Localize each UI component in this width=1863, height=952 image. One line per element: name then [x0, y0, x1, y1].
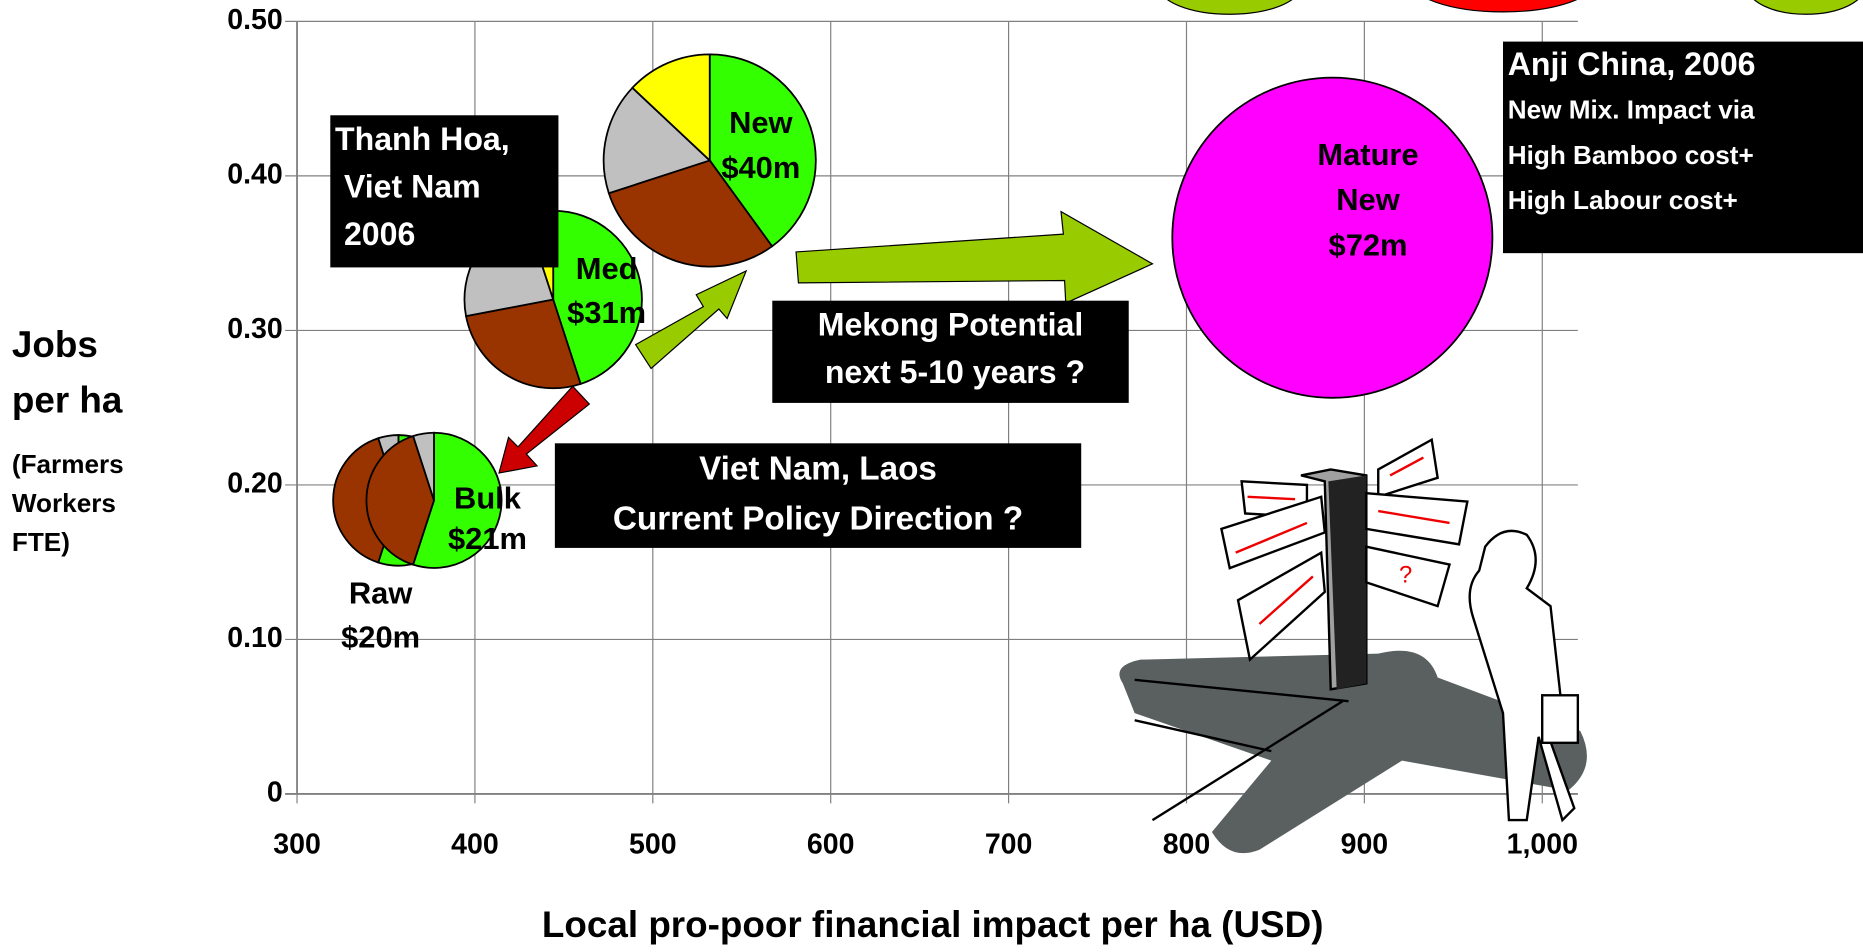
x-tick-label: 600 [807, 829, 855, 861]
pie-slice [602, 86, 712, 195]
bubble-label: $40m [721, 150, 800, 185]
bubble-label: Raw [349, 576, 413, 611]
bubble-label: Mature [1317, 137, 1418, 172]
annotation-box [772, 300, 1129, 403]
x-tick-label: 900 [1341, 829, 1389, 861]
bubble-label: $21m [448, 521, 527, 556]
annotation-text: Mekong Potential [818, 306, 1084, 342]
x-tick-label: 400 [451, 829, 499, 861]
bubble [365, 431, 503, 569]
bubble-label: $31m [567, 295, 646, 330]
annotations: Thanh Hoa, Viet Nam 2006 Mekong Potential… [330, 41, 1863, 548]
annotation-box [1502, 41, 1863, 254]
pie-slice [552, 209, 643, 386]
y-tick-label: 0.30 [227, 313, 282, 345]
annotation-text: Viet Nam [335, 168, 481, 204]
annotation-box [330, 115, 559, 268]
bubble-label: Bulk [454, 481, 522, 516]
y-tick-label: 0.40 [227, 158, 282, 190]
pie-slice [412, 431, 503, 569]
annotation-text: next 5-10 years ? [816, 354, 1085, 390]
axis-titles: 0 0.10 0.20 0.30 0.40 0.50 300 400 500 600 700 800 9… [12, 4, 1578, 945]
signpost-illustration: ? [1119, 437, 1587, 854]
y-axis-title: FTE) [12, 527, 70, 557]
bubble-label: $72m [1329, 227, 1408, 262]
x-axis-title: Local pro-poor financial impact per ha (… [542, 904, 1324, 945]
bubble [1171, 76, 1494, 399]
x-tick-label: 300 [273, 829, 321, 861]
x-tick-label: 1,000 [1507, 829, 1578, 861]
y-axis-title: Jobs [12, 324, 98, 365]
arrow [634, 269, 748, 370]
annotation-text: Viet Nam, Laos [699, 450, 937, 487]
bubble-label: New [1336, 182, 1400, 217]
arrow [498, 385, 591, 474]
cropped-shape [1428, 0, 1578, 13]
y-axis-title: Workers [12, 488, 116, 518]
pie-slice [1171, 76, 1494, 399]
cropped-shape [1166, 0, 1293, 15]
bubble-label: $20m [341, 620, 420, 655]
svg-text:?: ? [1399, 562, 1412, 589]
pie-slice [412, 431, 435, 501]
pie-slice [607, 159, 774, 268]
pie-slice [708, 53, 817, 248]
annotation-text: High Bamboo cost+ [1508, 140, 1754, 170]
bubble-label: Med [576, 251, 638, 286]
x-tick-label: 800 [1163, 829, 1211, 861]
y-tick-label: 0.10 [227, 622, 282, 654]
pie-slice [464, 298, 582, 390]
bubble-label: New [729, 105, 793, 140]
y-tick-label: 0 [267, 776, 283, 808]
bubbles: Raw $20m Bulk $21m Med $31m New $40m Mature New $7… [332, 53, 1494, 655]
y-axis-title: (Farmers [12, 449, 124, 479]
annotation-text: New Mix. Impact via [1508, 95, 1755, 125]
arrow [795, 210, 1154, 304]
bubble [602, 53, 817, 268]
y-tick-label: 0.20 [227, 467, 282, 499]
x-tick-label: 500 [629, 829, 677, 861]
annotation-text: Thanh Hoa, [335, 121, 510, 157]
annotation-text: Anji China, 2006 [1508, 46, 1756, 82]
pie-slice [365, 434, 435, 566]
annotation-box [554, 443, 1082, 548]
annotation-text: Current Policy Direction ? [613, 500, 1023, 537]
x-tick-label: 700 [985, 829, 1033, 861]
annotation-text: High Labour cost+ [1508, 185, 1738, 215]
y-axis-title: per ha [12, 380, 123, 421]
y-tick-label: 0.50 [227, 4, 282, 36]
cropped-shape [1753, 0, 1859, 15]
annotation-text: 2006 [335, 216, 415, 252]
pie-slice [631, 53, 711, 163]
